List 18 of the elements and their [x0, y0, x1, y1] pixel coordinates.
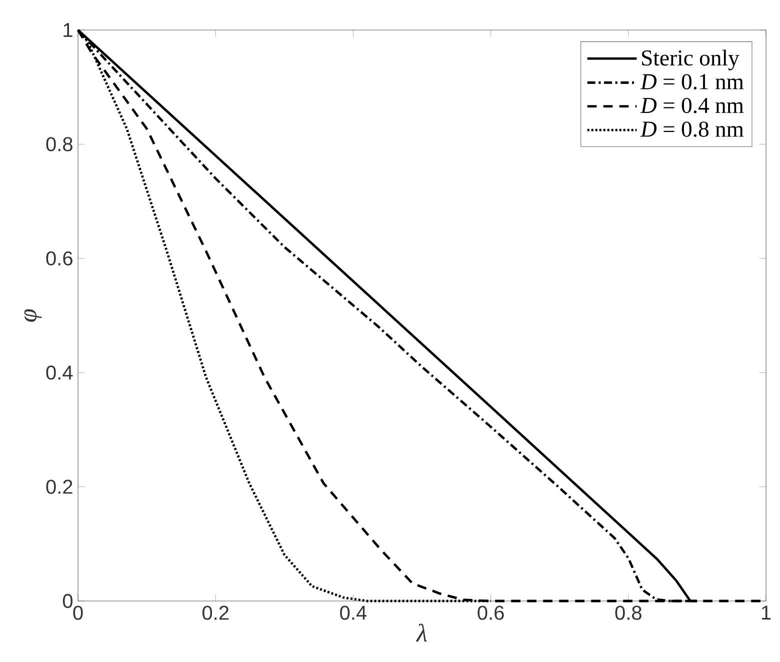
- x-tick-label: 0.8: [615, 606, 642, 620]
- y-tick-label: 0.2: [46, 480, 72, 494]
- legend-label: D = 0.8 nm: [640, 122, 744, 137]
- y-tick-label: 1: [64, 23, 72, 37]
- y-axis-title: φ: [24, 309, 42, 322]
- x-tick-label: 0: [73, 606, 83, 620]
- y-tick-label: 0.6: [46, 251, 72, 266]
- x-tick-label: 0.4: [340, 606, 367, 620]
- x-tick-label: 0.2: [202, 606, 229, 620]
- x-axis-title: λ: [416, 624, 427, 642]
- legend-label: Steric only: [642, 50, 740, 70]
- y-tick-label: 0: [62, 594, 73, 608]
- legend-label: D = 0.4 nm: [640, 98, 744, 114]
- legend-label: D = 0.1 nm: [640, 74, 744, 90]
- x-tick-label: 1: [762, 606, 771, 620]
- x-tick-label: 0.6: [478, 606, 504, 620]
- y-tick-label: 0.4: [46, 366, 73, 380]
- y-tick-label: 0.8: [46, 137, 72, 152]
